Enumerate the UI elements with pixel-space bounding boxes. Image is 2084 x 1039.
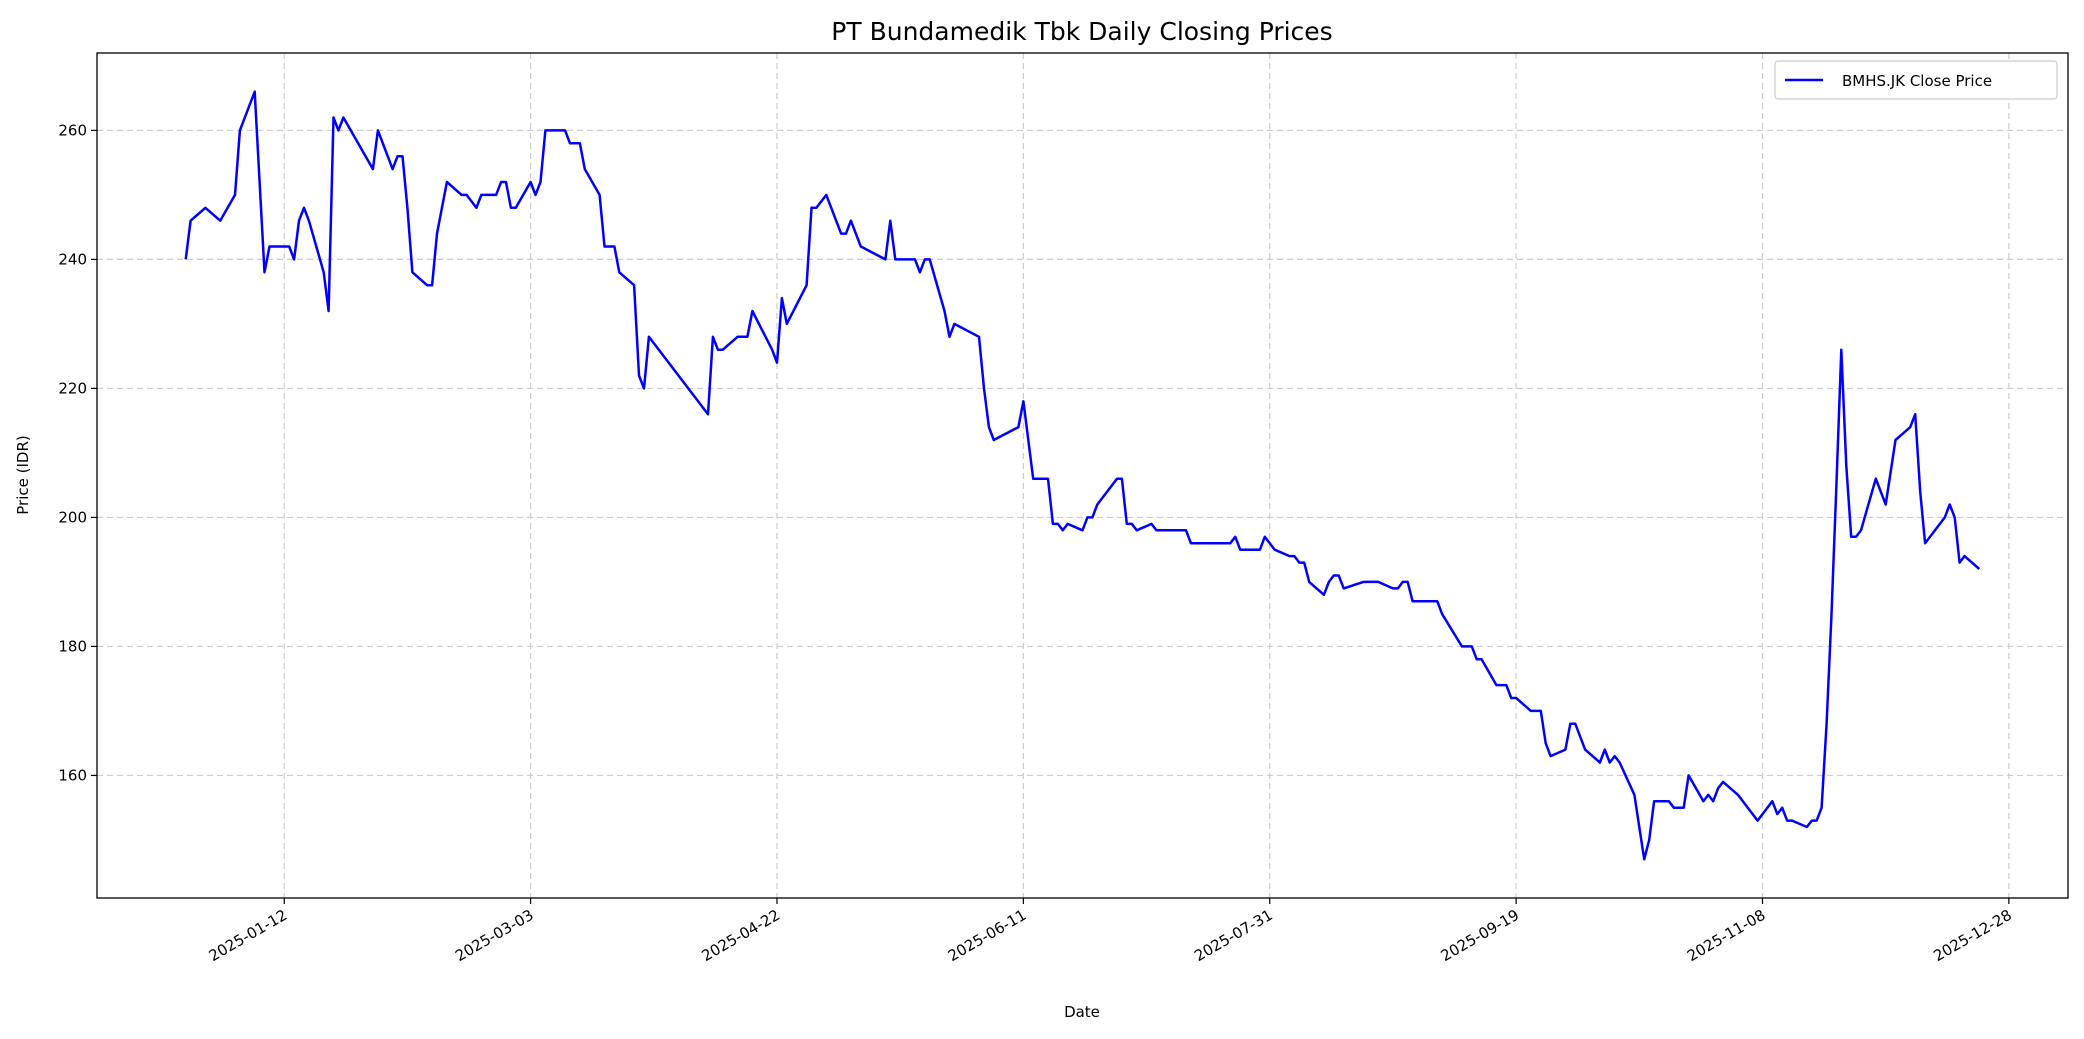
legend-label: BMHS.JK Close Price (1842, 72, 1992, 90)
y-tick-label: 160 (58, 766, 87, 784)
legend: BMHS.JK Close Price (1775, 61, 2057, 99)
y-tick-label: 180 (58, 637, 87, 655)
y-tick-label: 200 (58, 508, 87, 526)
x-axis-label: Date (1064, 1003, 1100, 1021)
y-tick-label: 240 (58, 250, 87, 268)
y-tick-label: 260 (58, 121, 87, 139)
y-tick-label: 220 (58, 379, 87, 397)
chart-title: PT Bundamedik Tbk Daily Closing Prices (831, 17, 1332, 46)
y-axis-label: Price (IDR) (14, 435, 32, 514)
